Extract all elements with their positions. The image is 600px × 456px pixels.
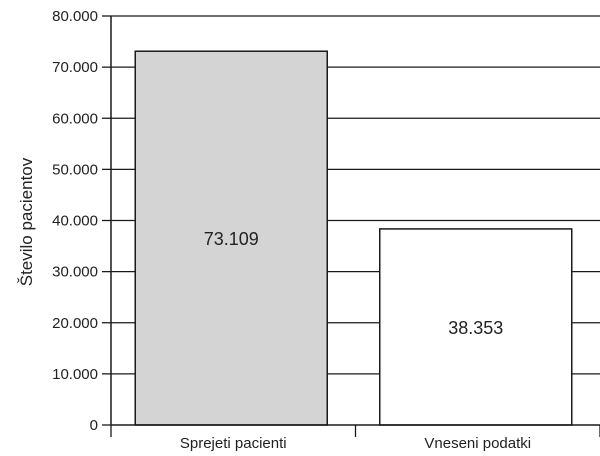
- bars: [134, 50, 573, 426]
- y-tick-label: 50.000: [52, 161, 98, 178]
- y-tick-label: 20.000: [52, 315, 98, 332]
- data-label: 73.109: [204, 229, 259, 249]
- labels: 0 10.000 20.000 30.000 40.000 50.000 60.000 70.…: [52, 8, 531, 452]
- y-tick-label: 60.000: [52, 110, 98, 127]
- y-tick-label: 80.000: [52, 8, 98, 25]
- bar: [134, 50, 328, 426]
- y-tick-label: 70.000: [52, 59, 98, 76]
- y-tick-label: 0: [90, 417, 98, 434]
- y-tick-label: 30.000: [52, 264, 98, 281]
- y-axis-title: Število pacientov: [17, 157, 36, 286]
- y-tick-label: 10.000: [52, 366, 98, 383]
- x-tick-label: Sprejeti pacienti: [180, 435, 287, 452]
- x-tick-label: Vneseni podatki: [424, 435, 531, 452]
- data-label: 38.353: [448, 318, 503, 338]
- axes: [102, 15, 600, 437]
- bar: [379, 228, 573, 426]
- y-tick-label: 40.000: [52, 213, 98, 230]
